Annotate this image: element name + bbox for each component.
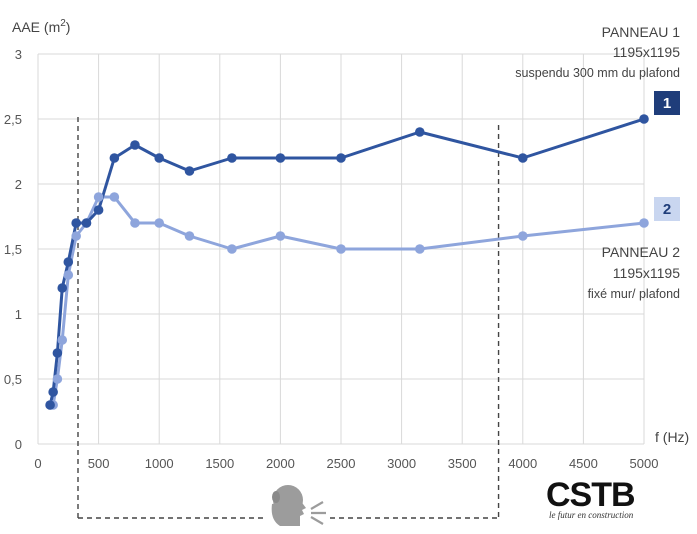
x-tick-label: 0	[34, 456, 41, 471]
data-point	[93, 205, 104, 215]
logo-tagline: le futur en construction	[549, 510, 634, 520]
y-tick-label: 2,5	[4, 112, 22, 127]
data-point	[57, 335, 68, 345]
series-line-2	[50, 195, 645, 407]
data-point	[81, 218, 92, 228]
data-point	[154, 218, 164, 228]
data-point	[52, 348, 63, 358]
x-tick-label: 4000	[508, 456, 537, 471]
series-line-1	[48, 117, 645, 406]
data-point	[275, 231, 286, 241]
x-tick-label: 500	[88, 456, 110, 471]
data-point	[414, 244, 425, 254]
y-tick-label: 2	[15, 177, 22, 192]
x-tick-label: 1000	[145, 456, 174, 471]
panel1-size: 1195x1195	[613, 44, 680, 60]
data-point	[63, 270, 74, 280]
data-point	[48, 387, 58, 397]
data-point	[71, 231, 81, 241]
panel2-badge-label: 2	[663, 201, 671, 218]
series-points	[45, 114, 649, 410]
panel2-title: PANNEAU 2	[602, 244, 681, 260]
data-point	[52, 374, 63, 384]
panel1-description: suspendu 300 mm du plafond	[515, 66, 680, 80]
data-point	[109, 153, 120, 163]
panel2-description: fixé mur/ plafond	[588, 287, 680, 301]
cstb-logo: CSTB le futur en construction	[546, 476, 636, 520]
data-point	[227, 153, 237, 163]
panel2-badge	[654, 197, 680, 221]
y-tick-label: 0,5	[4, 372, 22, 387]
x-tick-label: 3000	[387, 456, 416, 471]
series-lines	[48, 117, 645, 407]
panel1-title: PANNEAU 1	[602, 24, 681, 40]
speech-range-bracket	[77, 117, 500, 519]
data-point	[45, 400, 55, 410]
data-point	[109, 192, 120, 202]
x-tick-label: 4500	[569, 456, 598, 471]
y-axis-label: AAE (m2)	[12, 18, 70, 35]
data-point	[130, 140, 140, 150]
data-point	[227, 244, 237, 254]
panel2-size: 1195x1195	[613, 265, 680, 281]
y-tick-label: 1,5	[4, 242, 22, 257]
data-point	[518, 153, 528, 163]
data-point	[93, 192, 104, 202]
x-tick-label: 5000	[630, 456, 659, 471]
data-point	[154, 153, 164, 163]
x-tick-label: 2000	[266, 456, 295, 471]
data-point	[184, 231, 195, 241]
data-point	[414, 127, 425, 137]
x-tick-labels: 0 500 1000 1500 2000 2500 3000 3500 4000 4500 5000	[34, 456, 658, 471]
data-point	[639, 218, 649, 228]
panel1-badge	[654, 91, 680, 115]
data-point	[71, 218, 81, 228]
data-point	[275, 153, 286, 163]
data-point	[184, 166, 195, 176]
x-tick-label: 1500	[205, 456, 234, 471]
x-axis-label: f (Hz)	[655, 429, 689, 445]
panel1-badge-label: 1	[663, 95, 671, 112]
x-tick-label: 2500	[327, 456, 356, 471]
data-point	[336, 244, 346, 254]
y-tick-labels: 0 0,5 1 1,5 2 2,5 3	[4, 47, 22, 452]
data-point	[518, 231, 528, 241]
data-point	[336, 153, 346, 163]
speaking-head-icon	[271, 485, 326, 526]
y-tick-label: 0	[15, 437, 22, 452]
data-point	[130, 218, 140, 228]
data-point	[639, 114, 649, 124]
x-tick-label: 3500	[448, 456, 477, 471]
data-point	[63, 257, 74, 267]
logo-wordmark: CSTB	[546, 476, 635, 514]
y-tick-label: 3	[15, 47, 22, 62]
y-tick-label: 1	[15, 307, 22, 322]
data-point	[57, 283, 68, 293]
